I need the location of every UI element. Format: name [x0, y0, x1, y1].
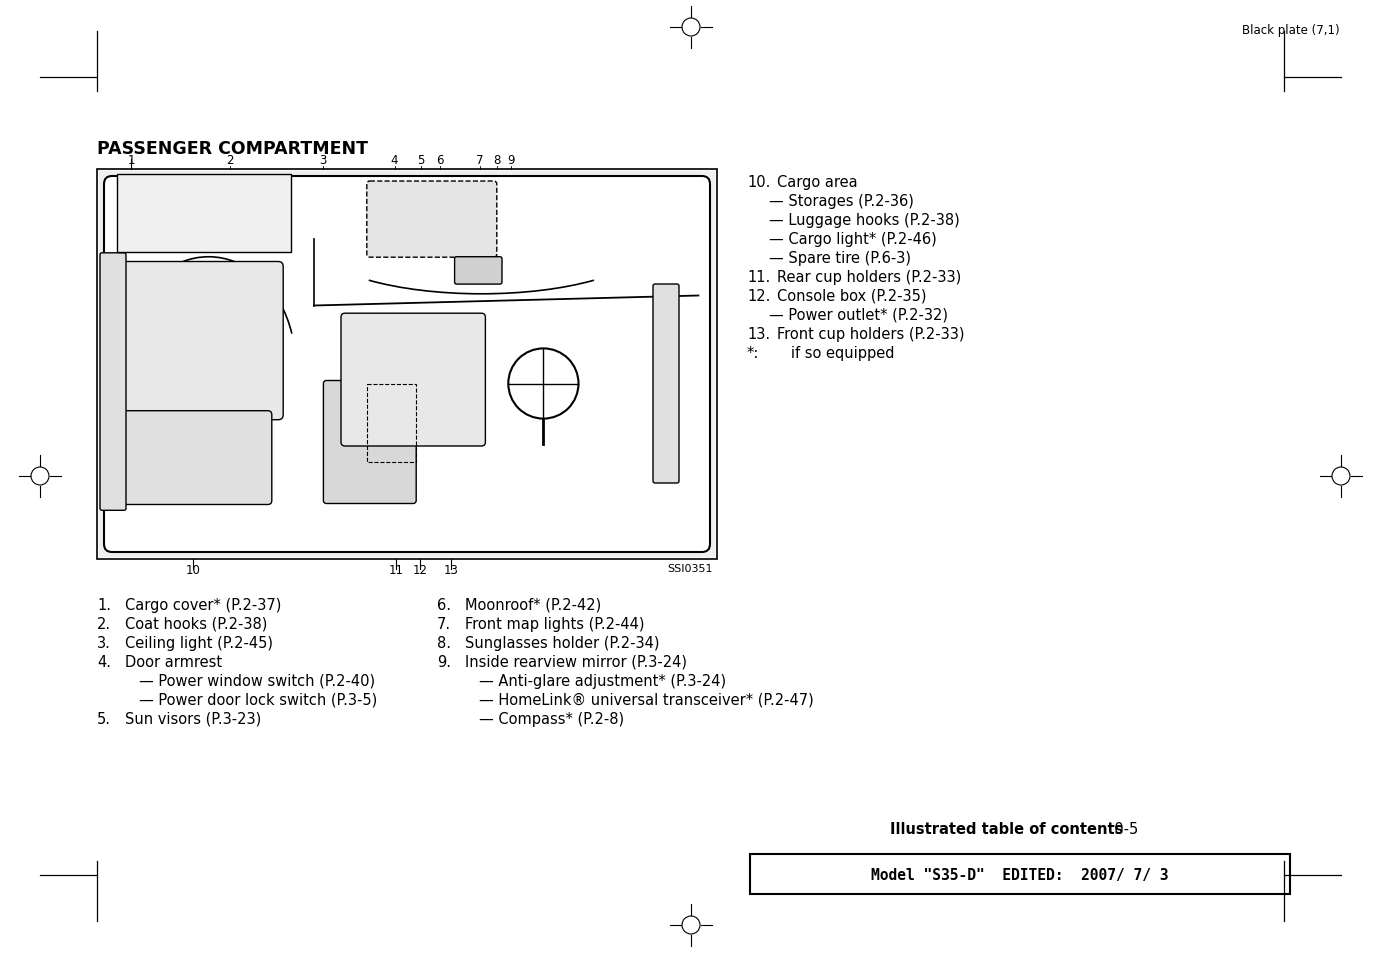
Text: 2: 2 — [226, 153, 233, 167]
Text: 1: 1 — [127, 153, 135, 167]
FancyBboxPatch shape — [367, 182, 497, 258]
Text: 1.: 1. — [97, 598, 110, 613]
Text: 5: 5 — [417, 153, 424, 167]
Text: 12.: 12. — [747, 289, 771, 304]
Text: 6.: 6. — [436, 598, 452, 613]
Text: 13: 13 — [443, 563, 458, 577]
FancyBboxPatch shape — [454, 257, 503, 285]
Text: 10.: 10. — [747, 174, 771, 190]
Text: 6: 6 — [436, 153, 443, 167]
Bar — [97, 170, 717, 559]
Text: *:: *: — [747, 346, 760, 360]
Text: — Storages (P.2-36): — Storages (P.2-36) — [769, 193, 914, 209]
Text: 9.: 9. — [436, 655, 452, 669]
Text: — Compass* (P.2-8): — Compass* (P.2-8) — [479, 711, 624, 726]
Text: PASSENGER COMPARTMENT: PASSENGER COMPARTMENT — [97, 140, 367, 158]
Text: — Luggage hooks (P.2-38): — Luggage hooks (P.2-38) — [769, 213, 960, 228]
Bar — [99, 172, 715, 558]
Text: — Power door lock switch (P.3-5): — Power door lock switch (P.3-5) — [139, 692, 377, 707]
Text: 7: 7 — [476, 153, 483, 167]
Text: Cargo area: Cargo area — [778, 174, 858, 190]
FancyBboxPatch shape — [112, 262, 283, 420]
Text: Console box (P.2-35): Console box (P.2-35) — [778, 289, 927, 304]
Text: SSI0351: SSI0351 — [667, 563, 713, 574]
Text: 12: 12 — [413, 563, 428, 577]
Text: if so equipped: if so equipped — [778, 346, 895, 360]
Text: — Power outlet* (P.2-32): — Power outlet* (P.2-32) — [769, 308, 947, 323]
Text: — Power window switch (P.2-40): — Power window switch (P.2-40) — [139, 673, 376, 688]
Text: 7.: 7. — [436, 617, 452, 631]
Text: 3: 3 — [319, 153, 327, 167]
Text: Ceiling light (P.2-45): Ceiling light (P.2-45) — [126, 636, 273, 650]
FancyBboxPatch shape — [323, 381, 416, 504]
Text: — Cargo light* (P.2-46): — Cargo light* (P.2-46) — [769, 232, 936, 247]
Text: Front cup holders (P.2-33): Front cup holders (P.2-33) — [778, 327, 964, 341]
Text: 9: 9 — [507, 153, 515, 167]
Text: 11: 11 — [389, 563, 405, 577]
Text: 10: 10 — [185, 563, 200, 577]
Bar — [750, 854, 1290, 894]
Text: — Spare tire (P.6-3): — Spare tire (P.6-3) — [769, 251, 911, 266]
Text: Sun visors (P.3-23): Sun visors (P.3-23) — [126, 711, 261, 726]
Text: 8: 8 — [493, 153, 500, 167]
Text: Inside rearview mirror (P.3-24): Inside rearview mirror (P.3-24) — [465, 655, 686, 669]
FancyBboxPatch shape — [115, 412, 272, 505]
FancyBboxPatch shape — [653, 285, 679, 483]
FancyBboxPatch shape — [341, 314, 485, 447]
Text: 2.: 2. — [97, 617, 110, 631]
FancyBboxPatch shape — [104, 177, 710, 553]
Bar — [117, 174, 290, 253]
Text: Cargo cover* (P.2-37): Cargo cover* (P.2-37) — [126, 598, 282, 613]
Text: Door armrest: Door armrest — [126, 655, 222, 669]
Text: 11.: 11. — [747, 270, 771, 285]
Text: 0-5: 0-5 — [1105, 821, 1138, 836]
Text: Sunglasses holder (P.2-34): Sunglasses holder (P.2-34) — [465, 636, 660, 650]
Text: — Anti-glare adjustment* (P.3-24): — Anti-glare adjustment* (P.3-24) — [479, 673, 726, 688]
Text: Coat hooks (P.2-38): Coat hooks (P.2-38) — [126, 617, 268, 631]
FancyBboxPatch shape — [99, 253, 126, 511]
Text: 8.: 8. — [436, 636, 452, 650]
Text: Rear cup holders (P.2-33): Rear cup holders (P.2-33) — [778, 270, 961, 285]
Text: — HomeLink® universal transceiver* (P.2-47): — HomeLink® universal transceiver* (P.2-… — [479, 692, 813, 707]
Text: 4.: 4. — [97, 655, 110, 669]
Text: 4: 4 — [391, 153, 398, 167]
Text: Front map lights (P.2-44): Front map lights (P.2-44) — [465, 617, 645, 631]
Text: 3.: 3. — [97, 636, 110, 650]
Text: 13.: 13. — [747, 327, 771, 341]
Text: Black plate (7,1): Black plate (7,1) — [1243, 24, 1340, 37]
Bar — [367, 384, 416, 462]
Text: Illustrated table of contents: Illustrated table of contents — [889, 821, 1123, 836]
Text: Model "S35-D"  EDITED:  2007/ 7/ 3: Model "S35-D" EDITED: 2007/ 7/ 3 — [871, 867, 1168, 882]
Text: Moonroof* (P.2-42): Moonroof* (P.2-42) — [465, 598, 601, 613]
Text: 5.: 5. — [97, 711, 110, 726]
